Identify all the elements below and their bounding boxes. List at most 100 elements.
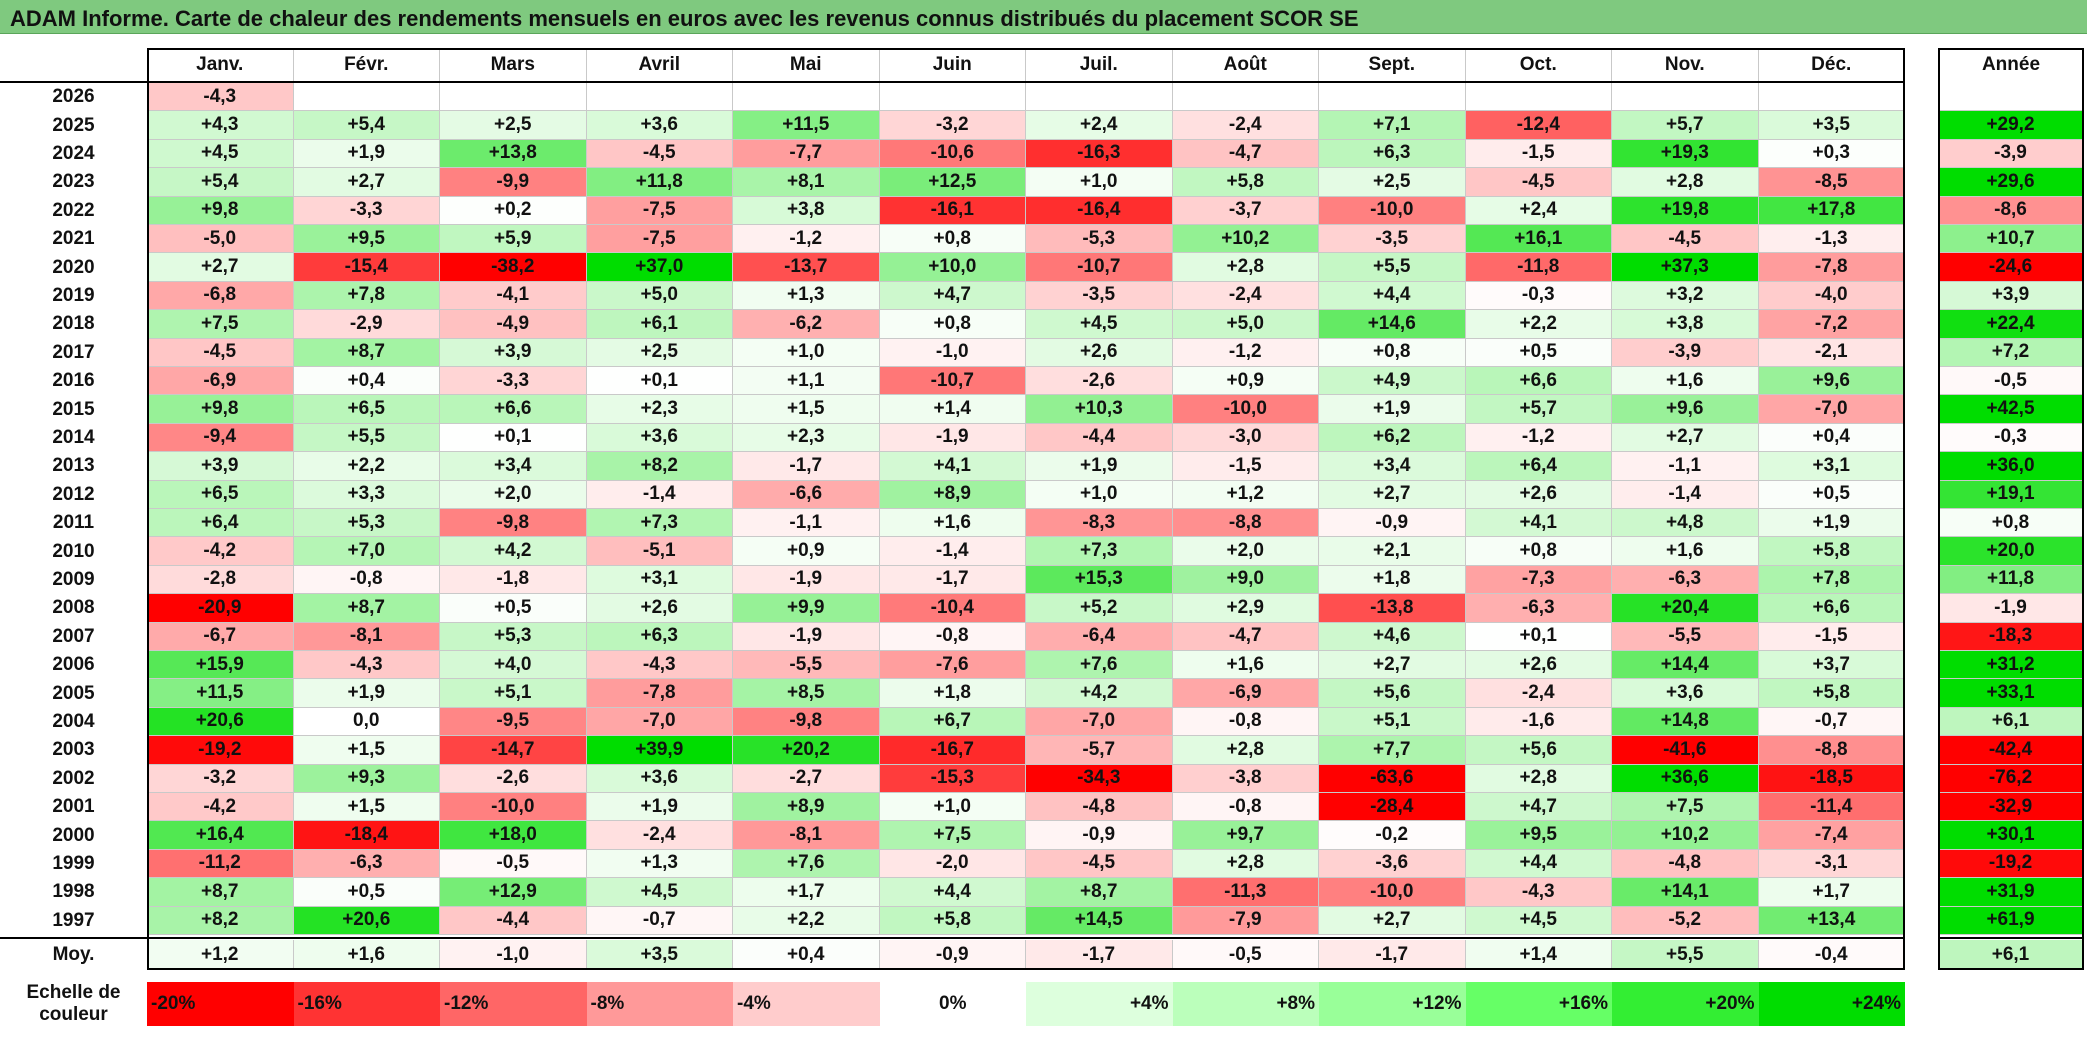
heatmap-cell: +8,9 (879, 480, 1026, 509)
heatmap-cell: +5,9 (440, 225, 587, 254)
heatmap-cell (1758, 83, 1905, 112)
heatmap-cell: -6,3 (293, 849, 440, 879)
heatmap-cell: +37,3 (1612, 253, 1759, 282)
heatmap-cell: -6,2 (733, 310, 880, 339)
heatmap-cell: +6,4 (147, 509, 294, 538)
column-header: Oct. (1465, 48, 1612, 82)
heatmap-cell: -63,6 (1319, 764, 1466, 793)
heatmap-cell: +0,8 (879, 225, 1026, 254)
heatmap-cell: +39,9 (586, 736, 733, 765)
heatmap-cell: -9,8 (733, 707, 880, 737)
heatmap-cell: -4,5 (147, 338, 294, 367)
heatmap-cell: -16,7 (879, 736, 1026, 765)
heatmap-cell: +7,5 (1612, 793, 1759, 822)
row-year-label: 2012 (0, 480, 147, 509)
heatmap-cell: +5,2 (1026, 594, 1173, 623)
heatmap-cell: +5,1 (1319, 707, 1466, 737)
heatmap-cell: +5,4 (293, 111, 440, 140)
heatmap-cell: +14,8 (1612, 707, 1759, 737)
heatmap-cell: +1,7 (733, 878, 880, 907)
heatmap-cell: +2,7 (1319, 651, 1466, 680)
heatmap-cell: +4,5 (1465, 906, 1612, 935)
heatmap-cell: +0,4 (293, 367, 440, 396)
heatmap-cell: +2,6 (1465, 651, 1612, 680)
annual-cell: +3,9 (1938, 281, 2084, 311)
heatmap-cell: -5,5 (733, 651, 880, 680)
heatmap-cell: +1,6 (1612, 537, 1759, 566)
heatmap-cell: +1,0 (1026, 480, 1173, 509)
color-scale-swatch: 0% (879, 982, 1026, 1026)
average-cell: -1,7 (1319, 940, 1466, 970)
heatmap-cell: +1,9 (586, 793, 733, 822)
heatmap-cell: +2,5 (1319, 168, 1466, 197)
heatmap-cell: -3,6 (1319, 849, 1466, 879)
heatmap-cell (879, 83, 1026, 112)
heatmap-cell: +16,1 (1465, 225, 1612, 254)
heatmap-cell: +5,3 (440, 622, 587, 651)
heatmap-cell: +7,6 (733, 849, 880, 879)
annual-cell: +31,2 (1938, 651, 2084, 680)
heatmap-cell: -4,0 (1758, 281, 1905, 311)
heatmap-cell: +6,3 (586, 622, 733, 651)
row-year-label: 2004 (0, 707, 147, 737)
heatmap-cell: +14,1 (1612, 878, 1759, 907)
row-year-label: 2015 (0, 395, 147, 424)
heatmap-cell: +5,6 (1319, 679, 1466, 708)
heatmap-cell: +5,0 (586, 281, 733, 311)
heatmap-cell: +2,7 (293, 168, 440, 197)
heatmap-cell: +1,9 (1758, 509, 1905, 538)
heatmap-cell: +5,3 (293, 509, 440, 538)
heatmap-cell: +10,3 (1026, 395, 1173, 424)
heatmap-cell: -7,6 (879, 651, 1026, 680)
heatmap-cell: +0,5 (1465, 338, 1612, 367)
heatmap-cell: -4,4 (1026, 423, 1173, 453)
heatmap-cell: -16,1 (879, 196, 1026, 225)
heatmap-cell: +7,3 (586, 509, 733, 538)
heatmap-cell: -10,6 (879, 139, 1026, 169)
heatmap-cell: -7,2 (1758, 310, 1905, 339)
heatmap-cell: -6,8 (147, 281, 294, 311)
color-scale-label-line1: Echelle de (26, 982, 121, 1003)
annual-cell: +42,5 (1938, 395, 2084, 424)
heatmap-cell: -1,9 (733, 622, 880, 651)
heatmap-cell: -20,9 (147, 594, 294, 623)
heatmap-cell: -5,2 (1612, 906, 1759, 935)
heatmap-cell: +4,6 (1319, 622, 1466, 651)
annual-cell: +22,4 (1938, 310, 2084, 339)
heatmap-cell: -0,9 (1319, 509, 1466, 538)
annual-cell: +61,9 (1938, 906, 2084, 935)
heatmap-cell: -11,8 (1465, 253, 1612, 282)
heatmap-cell (1612, 83, 1759, 112)
heatmap-cell: -2,4 (1465, 679, 1612, 708)
heatmap-cell: -4,3 (1465, 878, 1612, 907)
heatmap-cell: -34,3 (1026, 764, 1173, 793)
heatmap-cell: -7,0 (586, 707, 733, 737)
row-year-label: 1999 (0, 849, 147, 879)
heatmap-cell: +2,8 (1465, 764, 1612, 793)
heatmap-cell: -1,7 (733, 452, 880, 481)
heatmap-cell: +1,8 (1319, 565, 1466, 595)
heatmap-cell: -6,9 (1172, 679, 1319, 708)
heatmap-cell: +8,9 (733, 793, 880, 822)
heatmap-cell: +9,3 (293, 764, 440, 793)
heatmap-cell: +3,9 (147, 452, 294, 481)
column-header: Mars (440, 48, 587, 82)
annual-cell: +33,1 (1938, 679, 2084, 708)
heatmap-cell: +4,0 (440, 651, 587, 680)
heatmap-cell: +2,1 (1319, 537, 1466, 566)
average-cell: +5,5 (1612, 940, 1759, 970)
annual-cell: -19,2 (1938, 849, 2084, 879)
annual-cell: -0,5 (1938, 367, 2084, 396)
heatmap-cell: +1,8 (879, 679, 1026, 708)
heatmap-cell: -41,6 (1612, 736, 1759, 765)
annual-cell: -24,6 (1938, 253, 2084, 282)
heatmap-cell: +5,0 (1172, 310, 1319, 339)
heatmap-cell: -1,3 (1758, 225, 1905, 254)
heatmap-cell: +0,1 (440, 423, 587, 453)
heatmap-cell: +4,7 (879, 281, 1026, 311)
heatmap-cell: -7,9 (1172, 906, 1319, 935)
heatmap-cell: +11,5 (147, 679, 294, 708)
color-scale-swatch: -16% (293, 982, 440, 1026)
heatmap-cell: -1,4 (586, 480, 733, 509)
average-separator (0, 937, 1905, 939)
